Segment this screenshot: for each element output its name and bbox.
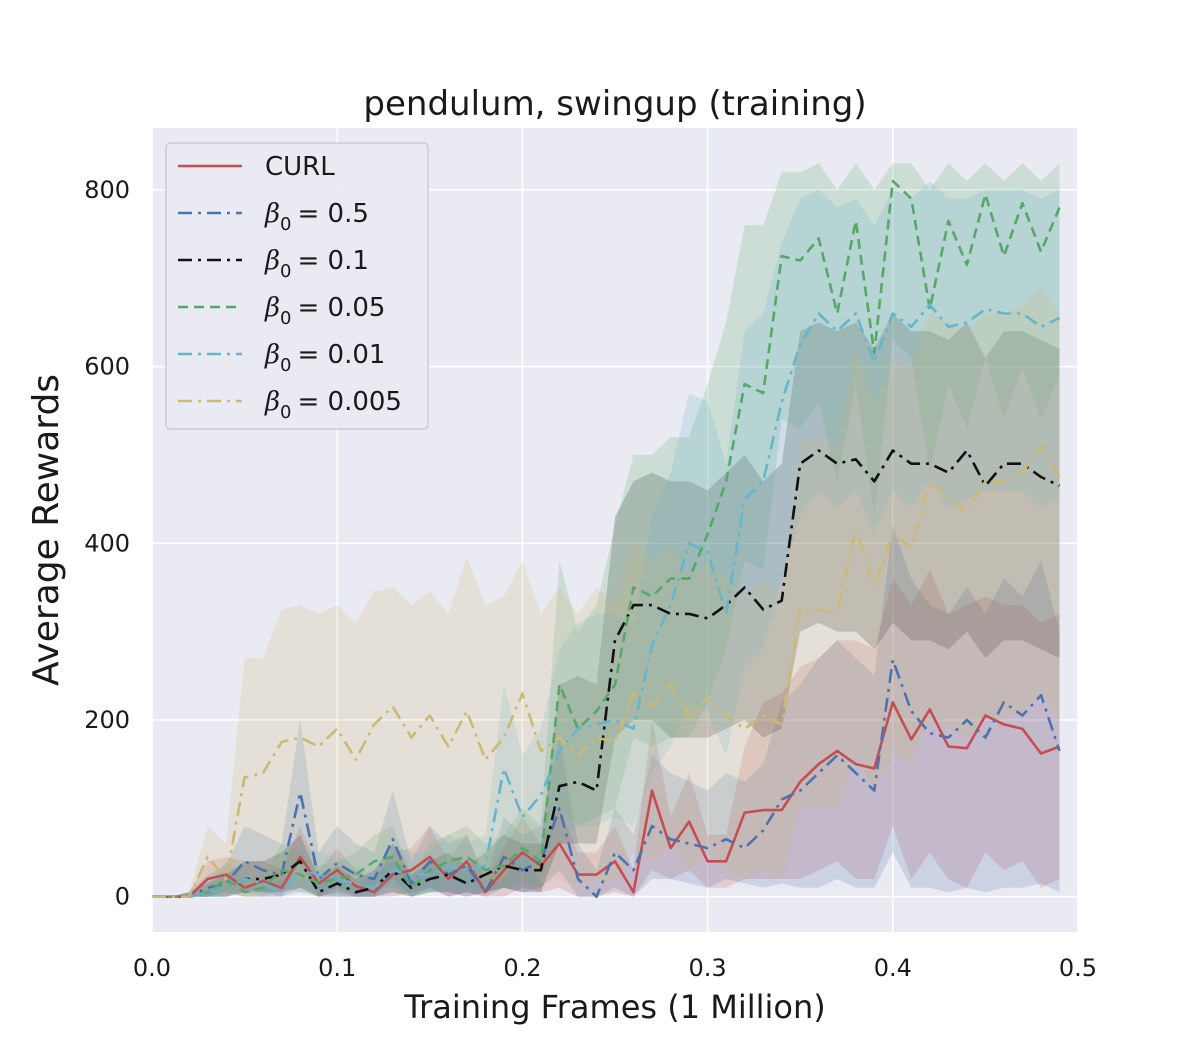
legend-label-0: CURL bbox=[265, 152, 335, 182]
legend-value-3: = 0.05 bbox=[297, 293, 385, 323]
legend-subscript-4: 0 bbox=[280, 355, 291, 376]
legend-value-1: = 0.5 bbox=[297, 199, 368, 229]
legend-value-5: = 0.005 bbox=[297, 387, 401, 417]
legend-subscript-3: 0 bbox=[280, 308, 291, 329]
x-tick-label: 0.3 bbox=[689, 954, 727, 982]
line-series-3 bbox=[152, 179, 1061, 899]
legend-label-1: β0 = 0.5 bbox=[264, 199, 369, 235]
chart-title: pendulum, swingup (training) bbox=[363, 84, 866, 124]
y-tick-label: 600 bbox=[84, 353, 130, 381]
legend-box bbox=[165, 142, 429, 430]
grid bbox=[151, 128, 1079, 932]
x-tick-label: 0.0 bbox=[133, 954, 171, 982]
x-tick-label: 0.5 bbox=[1059, 954, 1097, 982]
x-axis-label: Training Frames (1 Million) bbox=[403, 988, 826, 1026]
y-tick-label: 800 bbox=[84, 176, 130, 204]
legend-beta-1: β bbox=[264, 199, 280, 229]
y-axis-label: Average Rewards bbox=[26, 374, 67, 686]
legend-label-3: β0 = 0.05 bbox=[264, 293, 385, 329]
line-series-4 bbox=[152, 303, 1061, 899]
x-tick-label: 0.4 bbox=[874, 954, 912, 982]
band-series-4 bbox=[152, 181, 1060, 897]
line-series-2 bbox=[152, 449, 1061, 899]
legend-beta-3: β bbox=[264, 293, 280, 323]
legend-beta-2: β bbox=[264, 246, 280, 276]
line-series-0 bbox=[152, 700, 1060, 899]
y-tick-label: 0 bbox=[115, 883, 130, 911]
legend-value-2: = 0.1 bbox=[297, 246, 368, 276]
legend-subscript-1: 0 bbox=[280, 214, 291, 235]
legend-label-2: β0 = 0.1 bbox=[264, 246, 369, 282]
band-series-5 bbox=[152, 287, 1060, 897]
legend-label-5: β0 = 0.005 bbox=[264, 387, 402, 423]
y-axis-ticks: 0 200 400 600 800 bbox=[84, 176, 130, 911]
legend-beta-4: β bbox=[264, 340, 280, 370]
legend-name-0: CURL bbox=[265, 152, 335, 182]
y-tick-label: 200 bbox=[84, 706, 130, 734]
line-series-5 bbox=[152, 444, 1061, 899]
series-lines bbox=[152, 179, 1061, 899]
line-series-1 bbox=[152, 658, 1061, 899]
x-axis-ticks: 0.0 0.1 0.2 0.3 0.4 0.5 bbox=[133, 954, 1097, 982]
legend-label-4: β0 = 0.01 bbox=[264, 340, 385, 376]
legend-beta-5: β bbox=[264, 387, 280, 417]
band-series-1 bbox=[152, 525, 1060, 897]
band-series-3 bbox=[152, 163, 1060, 897]
x-tick-label: 0.2 bbox=[503, 954, 541, 982]
band-series-0 bbox=[152, 569, 1060, 897]
x-tick-label: 0.1 bbox=[318, 954, 356, 982]
y-tick-label: 400 bbox=[84, 529, 130, 557]
legend-value-4: = 0.01 bbox=[297, 340, 385, 370]
legend-subscript-5: 0 bbox=[280, 402, 291, 423]
legend-subscript-2: 0 bbox=[280, 261, 291, 282]
